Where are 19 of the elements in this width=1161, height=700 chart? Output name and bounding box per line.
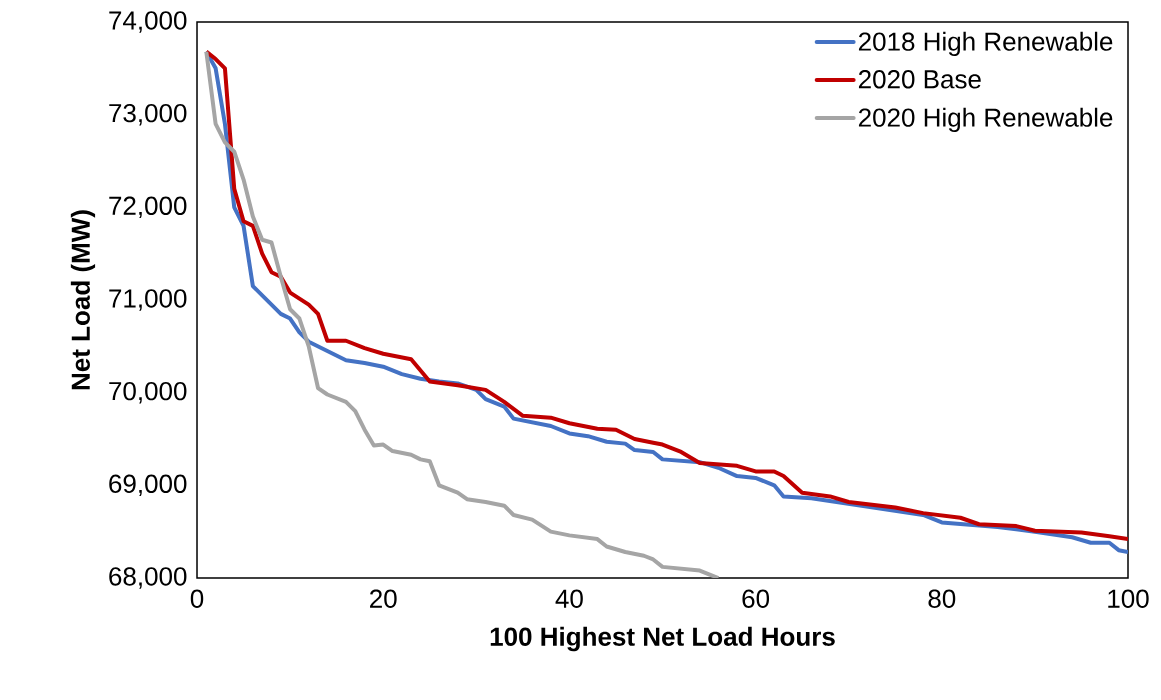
y-tick-label: 70,000 xyxy=(109,381,187,404)
legend-label: 2020 High Renewable xyxy=(858,107,1113,132)
y-tick-label: 73,000 xyxy=(109,103,187,126)
x-tick-label: 100 xyxy=(1108,589,1149,608)
line-series xyxy=(204,49,721,578)
x-tick-label: 40 xyxy=(555,589,583,608)
legend-label: 2018 High Renewable xyxy=(858,31,1113,56)
x-axis-title: 100 Highest Net Load Hours xyxy=(490,626,835,652)
y-tick-label: 71,000 xyxy=(109,289,187,311)
y-tick-label: 72,000 xyxy=(109,196,187,219)
x-tick-label: 60 xyxy=(742,589,770,608)
y-axis-title: Net Load (MW) xyxy=(70,210,96,390)
x-tick-label: 20 xyxy=(370,589,397,608)
y-tick-label: 74,000 xyxy=(109,11,187,33)
x-tick-label: 0 xyxy=(190,589,204,608)
x-tick-label: 80 xyxy=(928,589,956,608)
legend-label: 2020 Base xyxy=(858,70,981,89)
y-tick-label: 68,000 xyxy=(109,567,187,589)
y-tick-label: 69,000 xyxy=(109,474,187,497)
